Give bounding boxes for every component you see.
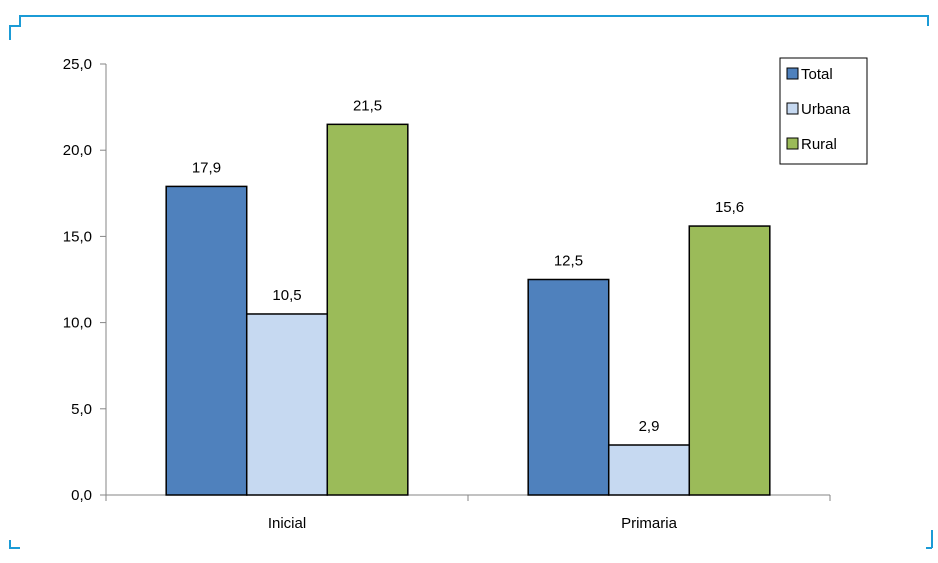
y-tick-label: 0,0 (71, 487, 92, 504)
legend-swatch-rural (786, 137, 799, 150)
data-label: 2,9 (639, 418, 660, 435)
data-label: 17,9 (192, 159, 221, 176)
y-tick-label: 15,0 (63, 228, 92, 245)
bar-rural (326, 123, 409, 496)
frame-bottom-left-corner (9, 540, 20, 549)
bar-urbana (607, 444, 691, 496)
y-tick-label: 10,0 (63, 315, 92, 332)
bar-rural (688, 225, 771, 496)
data-label: 10,5 (272, 287, 301, 304)
bar-urbana (245, 313, 329, 496)
legend: Total Urbana Rural (779, 57, 868, 165)
x-category-label: Inicial (268, 515, 306, 532)
legend-swatch-urbana (786, 102, 799, 115)
frame-top-line (9, 15, 929, 40)
data-label: 15,6 (715, 199, 744, 216)
y-tick-label: 25,0 (63, 56, 92, 73)
bars (165, 123, 771, 496)
data-label: 12,5 (554, 253, 583, 270)
y-tick-label: 20,0 (63, 142, 92, 159)
frame-corners (9, 15, 933, 549)
legend-label: Rural (801, 136, 837, 153)
x-category-label: Primaria (621, 515, 677, 532)
data-labels: 17,9 10,5 21,5 12,5 2,9 15,6 (192, 97, 744, 435)
bar-total (527, 278, 610, 496)
legend-label: Total (801, 66, 833, 83)
bar-total (165, 185, 248, 496)
legend-label: Urbana (801, 101, 851, 118)
y-tick-label: 5,0 (71, 401, 92, 418)
legend-swatch-total (786, 67, 799, 80)
data-label: 21,5 (353, 97, 382, 114)
